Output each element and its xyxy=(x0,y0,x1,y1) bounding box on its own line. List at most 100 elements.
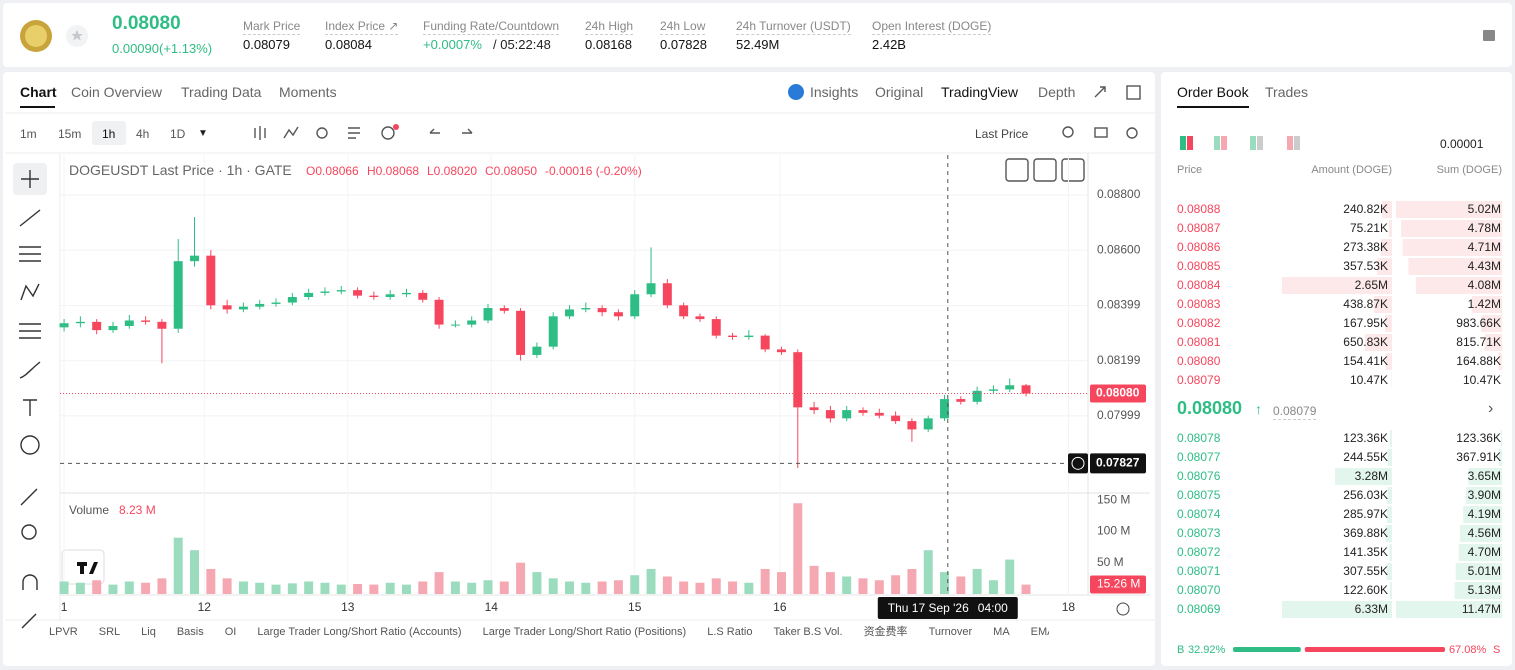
candle-body xyxy=(891,415,901,422)
volume-bar xyxy=(499,581,509,594)
volume-bar xyxy=(613,580,623,594)
sell-letter: S xyxy=(1493,644,1501,656)
indicator-tab[interactable]: MA xyxy=(993,626,1010,638)
ob-price[interactable]: 0.08078 xyxy=(1177,431,1221,445)
candle-body xyxy=(190,255,199,262)
candle-body xyxy=(728,335,738,338)
ob-price[interactable]: 0.08077 xyxy=(1177,450,1221,464)
y-tick-label: 0.08600 xyxy=(1097,242,1141,256)
last-price-box xyxy=(1090,384,1146,403)
interval[interactable]: 1D xyxy=(170,127,186,141)
orderbook-view-icons[interactable] xyxy=(1180,136,1300,150)
volume-title: Volume xyxy=(69,503,110,517)
volume-tick-label: 100 M xyxy=(1097,524,1130,538)
x-tick-label: 12 xyxy=(198,600,212,614)
ob-price[interactable]: 0.08070 xyxy=(1177,583,1221,597)
indicator-tab[interactable]: Large Trader Long/Short Ratio (Accounts) xyxy=(257,626,462,638)
ob-tab[interactable]: Trades xyxy=(1265,84,1309,100)
tab[interactable]: Trading Data xyxy=(181,84,262,100)
indicator-tab[interactable]: Turnover xyxy=(928,626,973,638)
view-option[interactable]: Depth xyxy=(1038,84,1076,100)
candle-body xyxy=(59,323,69,328)
indicator-tab[interactable]: SRL xyxy=(98,626,121,638)
indicator-tab[interactable]: OI xyxy=(224,626,237,638)
ob-tab[interactable]: Order Book xyxy=(1177,84,1249,100)
candle-body xyxy=(222,305,232,310)
interval[interactable]: 1h xyxy=(102,127,116,141)
ob-amount: 369.88K xyxy=(1343,526,1388,540)
tab[interactable]: Chart xyxy=(20,84,57,100)
indicator-tab[interactable]: L.S Ratio xyxy=(707,626,753,638)
ob-more[interactable]: › xyxy=(1488,400,1494,417)
candle-body xyxy=(597,308,607,313)
ob-price[interactable]: 0.08072 xyxy=(1177,545,1221,559)
ob-price[interactable]: 0.08076 xyxy=(1177,469,1221,483)
ob-price[interactable]: 0.08084 xyxy=(1177,278,1221,292)
candle-body xyxy=(271,302,281,304)
tab[interactable]: Moments xyxy=(279,84,337,100)
ob-price[interactable]: 0.08082 xyxy=(1177,316,1221,330)
indicator-tab[interactable]: EMA xyxy=(1030,626,1049,638)
ob-precision[interactable]: 0.00001 xyxy=(1440,137,1484,151)
ob-price[interactable]: 0.08071 xyxy=(1177,564,1221,578)
ob-price[interactable]: 0.08074 xyxy=(1177,507,1221,521)
depth-sum-bar xyxy=(1396,601,1502,618)
sell-ratio: 67.08% xyxy=(1449,644,1487,656)
layout-icon[interactable] xyxy=(1483,30,1495,41)
indicator-tab[interactable]: Liq xyxy=(141,626,156,638)
ob-price[interactable]: 0.08075 xyxy=(1177,488,1221,502)
volume-bar xyxy=(842,576,852,594)
depth-amount-bar xyxy=(1386,563,1392,580)
ob-price[interactable]: 0.08080 xyxy=(1177,354,1221,368)
ohlc-label: C0.08050 xyxy=(485,164,538,178)
crosshair-time: 04:00 xyxy=(978,601,1008,615)
interval-more[interactable]: ▼ xyxy=(198,128,208,139)
volume-bar xyxy=(173,537,183,594)
volume-bar xyxy=(369,584,379,594)
ob-price[interactable]: 0.08086 xyxy=(1177,240,1221,254)
volume-bar xyxy=(59,581,69,594)
stat-label: Open Interest (DOGE) xyxy=(872,19,992,35)
interval[interactable]: 15m xyxy=(58,127,82,141)
ob-price[interactable]: 0.08081 xyxy=(1177,335,1221,349)
volume-bar xyxy=(483,580,493,594)
candle-body xyxy=(711,319,721,336)
ob-price[interactable]: 0.08087 xyxy=(1177,221,1221,235)
tab[interactable]: Coin Overview xyxy=(71,84,163,100)
indicator-tab[interactable]: 资金费率 xyxy=(863,626,908,638)
indicator-tab[interactable]: Taker B.S Vol. xyxy=(773,626,843,638)
drawing-tools[interactable] xyxy=(19,170,41,629)
ob-price[interactable]: 0.08079 xyxy=(1177,373,1221,387)
candle-body xyxy=(157,321,167,329)
ob-price[interactable]: 0.08069 xyxy=(1177,602,1221,616)
settings-icon[interactable] xyxy=(1116,602,1130,616)
indicator-tab[interactable]: LPVR xyxy=(49,626,78,638)
indicator-tab[interactable]: Basis xyxy=(176,626,204,638)
volume-bar xyxy=(336,584,346,594)
view-option[interactable]: Insights xyxy=(810,84,859,100)
ob-amount: 307.55K xyxy=(1343,564,1388,578)
ob-price[interactable]: 0.08073 xyxy=(1177,526,1221,540)
ob-price[interactable]: 0.08085 xyxy=(1177,259,1221,273)
ob-price[interactable]: 0.08083 xyxy=(1177,297,1221,311)
candle-body xyxy=(940,399,950,419)
ob-sum: 4.08M xyxy=(1467,278,1501,292)
crosshair-date: Thu 17 Sep '26 xyxy=(888,601,969,615)
candle-body xyxy=(809,407,819,411)
price-type[interactable]: Last Price xyxy=(975,127,1029,141)
candle-body xyxy=(336,290,346,292)
depth-sum-bar xyxy=(1468,468,1502,485)
ob-sum: 4.70M xyxy=(1467,545,1501,559)
interval[interactable]: 4h xyxy=(136,127,150,141)
toolbar-icons[interactable] xyxy=(254,85,1141,182)
indicator-tab[interactable]: Large Trader Long/Short Ratio (Positions… xyxy=(482,626,687,638)
ob-price[interactable]: 0.08088 xyxy=(1177,202,1221,216)
candle-body xyxy=(434,299,444,325)
ob-sum: 1.42M xyxy=(1467,297,1501,311)
depth-sum-bar xyxy=(1458,544,1502,561)
view-option[interactable]: Original xyxy=(875,84,924,100)
depth-amount-bar xyxy=(1382,201,1392,218)
view-option[interactable]: TradingView xyxy=(941,84,1019,100)
interval[interactable]: 1m xyxy=(20,127,37,141)
